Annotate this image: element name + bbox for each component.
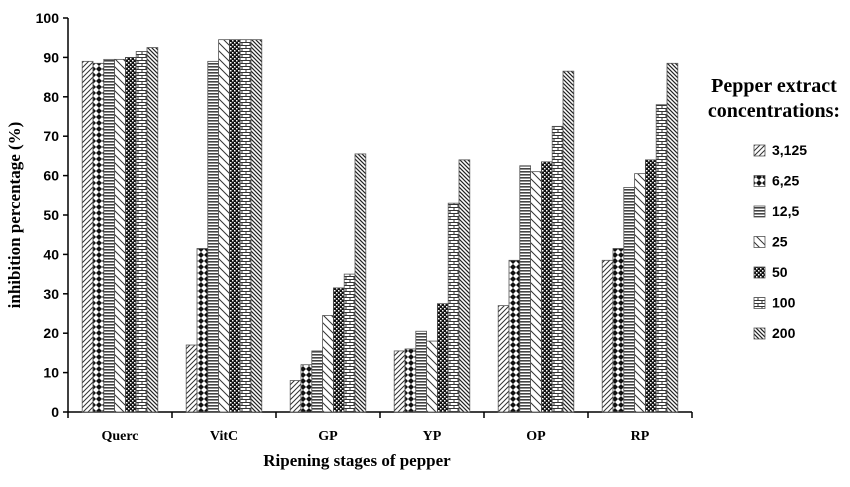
- legend-label: 25: [772, 234, 788, 250]
- legend-label: 200: [772, 325, 796, 341]
- bar-op-50: [541, 161, 553, 413]
- bar-querc-12-5: [103, 58, 116, 413]
- bar-rp-12-5: [623, 187, 635, 413]
- bar-op-25: [530, 171, 542, 413]
- bar-gp-100: [343, 273, 356, 413]
- bars: [81, 39, 679, 413]
- legend-swatch: [753, 236, 766, 248]
- legend-swatch: [753, 175, 766, 187]
- bar-vitc-6-25: [196, 248, 209, 413]
- x-tick-label: GP: [318, 429, 338, 444]
- y-tick-label: 80: [43, 89, 59, 105]
- x-tick-label: Querc: [101, 429, 138, 444]
- bar-yp-200: [458, 159, 471, 413]
- legend-swatch: [753, 327, 766, 340]
- bar-rp-25: [634, 173, 646, 413]
- legend-swatch: [753, 205, 766, 218]
- bar-rp-200: [666, 62, 679, 413]
- y-tick-label: 30: [43, 286, 59, 302]
- bar-rp-100: [655, 104, 668, 413]
- bar-gp-6-25: [300, 364, 313, 413]
- bar-vitc-25: [218, 39, 230, 413]
- y-tick-label: 40: [43, 246, 59, 262]
- legend-label: 6,25: [772, 173, 799, 189]
- y-tick-label: 50: [43, 207, 59, 223]
- bar-querc-3-125: [81, 60, 94, 413]
- bar-yp-50: [436, 303, 449, 413]
- y-tick-label: 10: [43, 365, 59, 381]
- bar-querc-100: [135, 51, 148, 413]
- bar-querc-200: [146, 47, 159, 413]
- bar-vitc-50: [228, 39, 241, 413]
- legend-swatch: [753, 266, 766, 279]
- bar-vitc-12-5: [207, 60, 220, 413]
- bar-querc-25: [114, 58, 126, 413]
- legend: Pepper extract concentrations: 3,125 6,25…: [708, 75, 840, 341]
- bar-vitc-100: [239, 39, 252, 413]
- bar-yp-12-5: [415, 330, 427, 413]
- x-axis-title: Ripening stages of pepper: [263, 451, 451, 470]
- bar-querc-50: [125, 57, 137, 413]
- y-tick-label: 100: [36, 10, 60, 26]
- legend-label: 100: [772, 295, 796, 311]
- bar-gp-25: [322, 315, 334, 413]
- bar-yp-25: [426, 340, 438, 413]
- y-tick-label: 60: [43, 168, 59, 184]
- bar-op-200: [562, 70, 575, 413]
- bar-op-100: [551, 125, 564, 413]
- bar-gp-200: [354, 153, 367, 413]
- bar-querc-6-25: [92, 62, 105, 413]
- legend-swatch: [753, 144, 766, 157]
- y-axis-title: inhibition percentage (%): [5, 122, 24, 309]
- bar-op-6-25: [508, 259, 521, 413]
- y-tick-label: 70: [43, 128, 59, 144]
- legend-title-line-2: concentrations:: [708, 100, 840, 122]
- bar-rp-50: [645, 159, 657, 413]
- bar-yp-100: [447, 202, 460, 413]
- bar-gp-12-5: [311, 350, 323, 413]
- bar-vitc-3-125: [185, 344, 198, 413]
- bar-gp-3-125: [289, 380, 302, 413]
- y-tick-label: 0: [51, 404, 59, 420]
- legend-label: 12,5: [772, 203, 799, 219]
- x-tick-label: YP: [423, 429, 442, 444]
- legend-label: 50: [772, 264, 788, 280]
- bar-vitc-200: [250, 39, 263, 413]
- x-tick-label: VitC: [210, 429, 238, 444]
- y-tick-label: 90: [43, 49, 59, 65]
- x-axis: Querc VitC GP YP OP RP: [67, 411, 693, 444]
- bar-rp-6-25: [612, 248, 625, 413]
- bar-rp-3-125: [601, 259, 614, 413]
- legend-title-line-1: Pepper extract: [711, 75, 837, 97]
- bar-gp-50: [332, 287, 345, 413]
- y-tick-label: 20: [43, 325, 59, 341]
- legend-label: 3,125: [772, 142, 807, 158]
- bar-yp-3-125: [393, 350, 406, 413]
- bar-op-3-125: [497, 305, 510, 413]
- x-tick-label: OP: [526, 429, 546, 444]
- bar-yp-6-25: [404, 348, 417, 413]
- x-tick-label: RP: [631, 429, 650, 444]
- y-axis: 0 10 20 30 40 50 60 70 80 90 100: [36, 10, 69, 420]
- bar-op-12-5: [519, 165, 531, 413]
- legend-swatch: [753, 297, 766, 309]
